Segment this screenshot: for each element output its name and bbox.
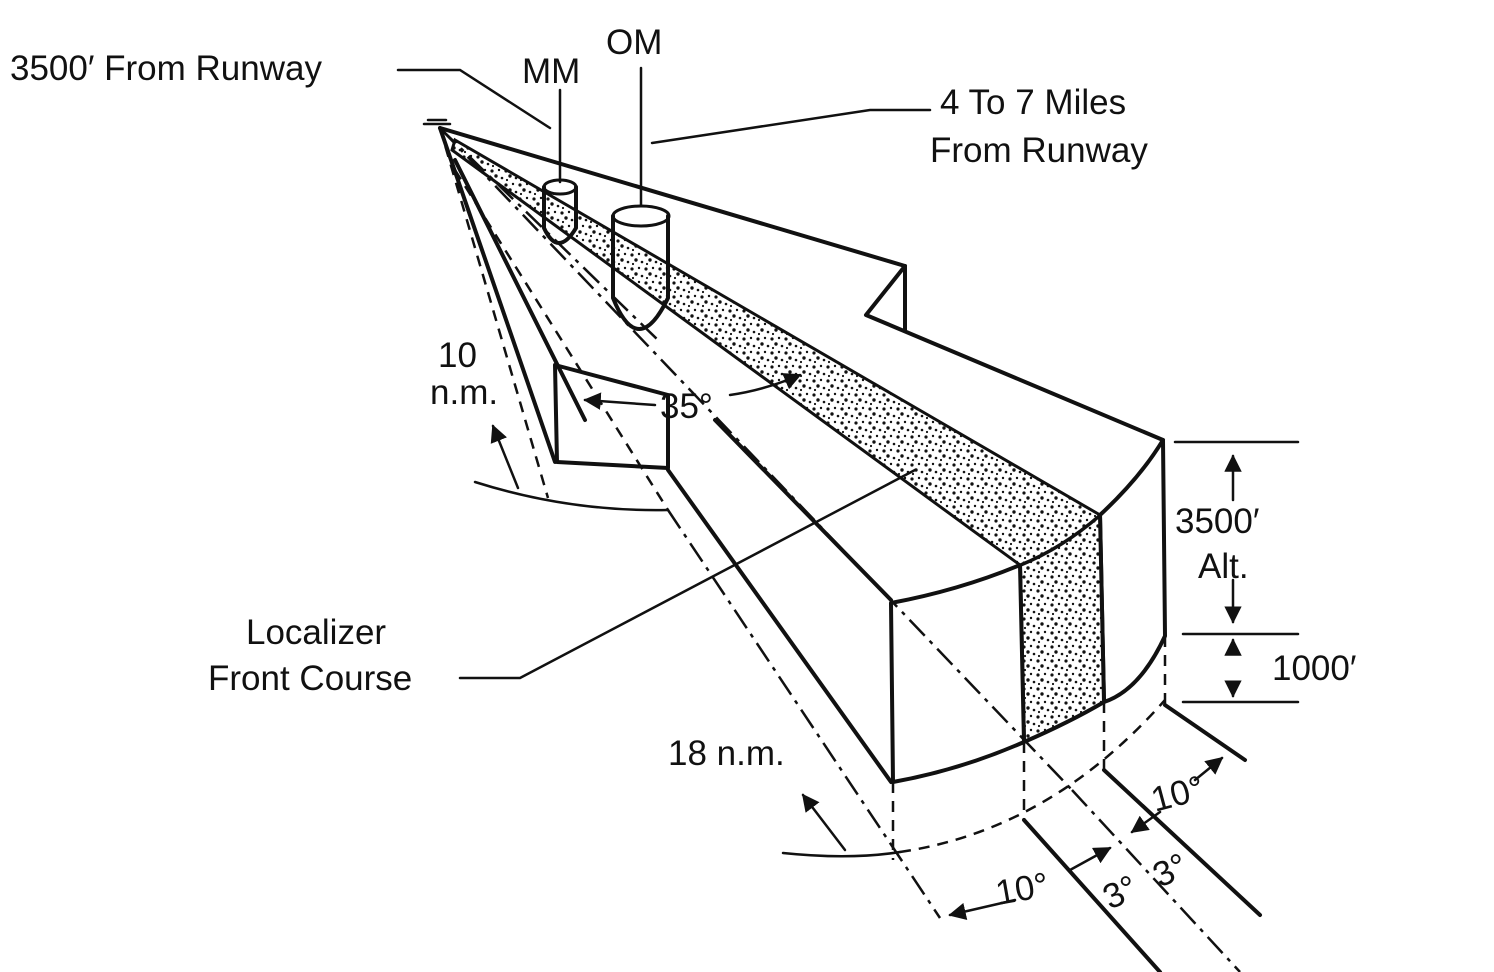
text-labels: 3500′ From Runway MM OM 4 To 7 Miles Fro… [10, 23, 1356, 917]
label-10-degrees-bottom: 10° [993, 865, 1052, 913]
label-18nm: 18 n.m. [668, 734, 785, 773]
label-35-degrees: 35° [660, 387, 713, 426]
leader-lines [396, 68, 932, 680]
label-om-distance-2: From Runway [930, 131, 1148, 170]
runway-marker [422, 118, 452, 126]
label-10nm-number: 10 [438, 336, 477, 375]
label-alt: Alt. [1198, 547, 1249, 586]
label-10-degrees-right: 10° [1147, 768, 1208, 819]
label-3-degrees-right: 3° [1147, 846, 1194, 895]
label-10nm-unit: n.m. [430, 373, 498, 412]
label-om: OM [606, 23, 662, 62]
label-mm-distance: 3500′ From Runway [10, 49, 322, 88]
middle-marker-cone [542, 88, 578, 245]
label-localizer: Localizer [246, 613, 386, 652]
label-1000ft: 1000′ [1272, 649, 1356, 688]
dimension-marks [473, 373, 1300, 972]
label-front-course: Front Course [208, 659, 412, 698]
label-altitude: 3500′ [1175, 502, 1259, 541]
label-mm: MM [522, 52, 580, 91]
outer-marker-cone [611, 66, 671, 331]
label-om-distance-1: 4 To 7 Miles [940, 83, 1126, 122]
